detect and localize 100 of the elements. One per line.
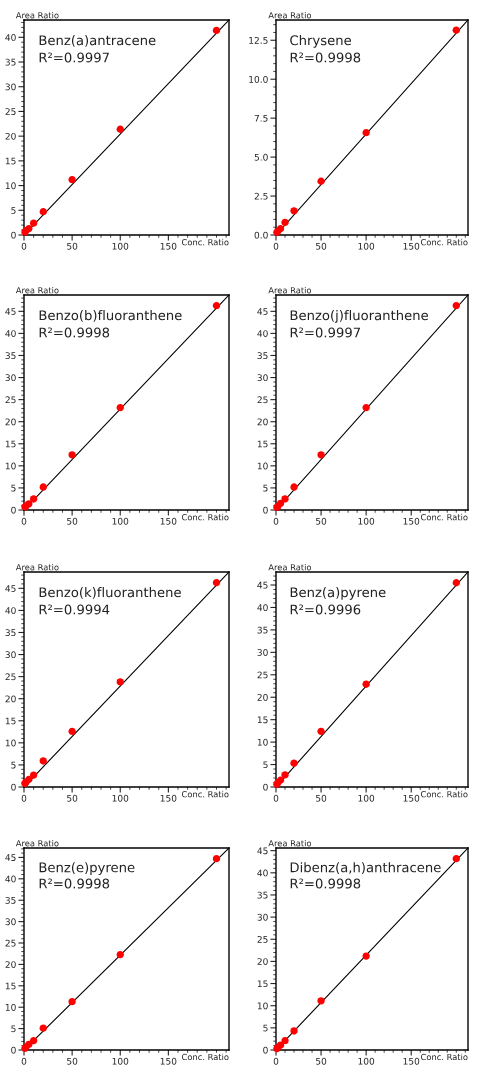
- x-tick-label: 0: [273, 794, 279, 802]
- y-axis-title: Area Ratio: [268, 286, 312, 294]
- y-tick-label: 0: [11, 1046, 16, 1054]
- y-axis-title: Area Ratio: [268, 563, 312, 571]
- point: [362, 403, 370, 412]
- point: [362, 680, 370, 688]
- annotation: R²=0.9998: [39, 327, 110, 338]
- point: [116, 125, 124, 133]
- x-tick-label: 100: [358, 242, 375, 250]
- y-tick-label: 5: [11, 1025, 16, 1033]
- y-tick-label: 0: [263, 783, 268, 791]
- x-tick-label: 150: [160, 794, 177, 802]
- x-axis-title: Conc. Ratio: [421, 790, 468, 798]
- x-tick-label: 150: [403, 1057, 420, 1065]
- y-tick-label: 5.0: [254, 153, 268, 161]
- point: [212, 26, 221, 35]
- point: [281, 1037, 289, 1045]
- x-tick-label: 0: [273, 242, 279, 250]
- point: [317, 997, 325, 1005]
- annotation: Benz(a)antracene: [39, 35, 156, 47]
- point: [317, 177, 325, 185]
- y-tick-label: 5: [263, 761, 268, 769]
- y-tick-label: 25: [5, 108, 16, 115]
- y-tick-label: 25: [5, 939, 16, 947]
- y-tick-label: 0: [11, 783, 16, 791]
- y-tick-label: 5: [263, 484, 268, 492]
- y-axis-title: Area Ratio: [15, 839, 59, 847]
- point: [29, 1036, 38, 1045]
- x-tick-label: 50: [67, 1057, 78, 1065]
- annotation: Benzo(k)fluoranthene: [39, 587, 181, 599]
- point: [212, 301, 221, 310]
- y-tick-label: 0: [263, 1046, 268, 1054]
- y-tick-label: 10: [5, 739, 16, 747]
- x-tick-label: 150: [403, 794, 420, 802]
- x-tick-label: 0: [21, 1057, 27, 1065]
- y-axis-title: Area Ratio: [268, 839, 312, 847]
- y-tick-label: 5: [11, 761, 16, 769]
- y-axis-title: Area Ratio: [15, 11, 59, 19]
- x-tick-label: 50: [316, 794, 327, 802]
- y-tick-label: 40: [257, 869, 268, 877]
- x-tick-label: 100: [358, 794, 375, 802]
- y-tick-label: 45: [5, 585, 16, 592]
- annotation: R²=0.9998: [39, 878, 110, 889]
- point: [68, 451, 76, 459]
- x-tick-label: 0: [21, 242, 27, 250]
- y-tick-label: 5: [11, 484, 16, 492]
- y-tick-label: 15: [257, 716, 268, 724]
- point: [68, 997, 76, 1006]
- y-tick-label: 15: [5, 982, 16, 990]
- y-tick-label: 10: [257, 738, 268, 746]
- point: [39, 208, 47, 216]
- point: [116, 678, 124, 686]
- x-tick-label: 100: [358, 517, 375, 525]
- y-tick-label: 25: [257, 671, 268, 679]
- point: [212, 578, 221, 587]
- y-tick-label: 10: [257, 462, 268, 470]
- point: [290, 759, 298, 767]
- point: [452, 301, 460, 310]
- annotation: Benzo(j)fluoranthene: [290, 310, 428, 323]
- y-tick-label: 45: [257, 581, 268, 589]
- y-tick-label: 15: [5, 440, 16, 448]
- point: [290, 483, 298, 491]
- y-tick-label: 5: [263, 1024, 268, 1032]
- x-axis-title: Conc. Ratio: [421, 1053, 468, 1061]
- point: [116, 950, 124, 959]
- point: [317, 727, 325, 736]
- annotation: R²=0.9996: [290, 604, 361, 615]
- x-tick-label: 50: [67, 242, 78, 250]
- annotation: Chrysene: [290, 35, 352, 48]
- y-tick-label: 35: [257, 352, 268, 360]
- point: [39, 757, 47, 765]
- x-tick-label: 50: [67, 517, 78, 525]
- y-tick-label: 0: [11, 231, 16, 239]
- x-tick-label: 100: [112, 794, 129, 802]
- y-tick-label: 25: [257, 935, 268, 943]
- point: [317, 451, 325, 459]
- annotation: Benzo(b)fluoranthene: [39, 310, 182, 322]
- y-tick-label: 30: [5, 374, 16, 382]
- x-tick-label: 0: [21, 517, 27, 525]
- annotation: R²=0.9998: [290, 52, 361, 63]
- y-tick-label: 10: [5, 462, 16, 470]
- y-tick-label: 25: [257, 396, 268, 404]
- y-tick-label: 20: [257, 418, 268, 426]
- y-tick-label: 40: [5, 330, 16, 337]
- annotation: R²=0.9994: [39, 604, 110, 615]
- y-tick-label: 30: [257, 913, 268, 921]
- x-tick-label: 150: [160, 242, 177, 250]
- y-tick-label: 15: [257, 980, 268, 988]
- y-tick-label: 20: [5, 961, 16, 968]
- x-tick-label: 100: [112, 1057, 129, 1065]
- point: [362, 952, 370, 960]
- y-tick-label: 35: [5, 58, 16, 66]
- y-tick-label: 40: [257, 604, 268, 612]
- x-tick-label: 100: [112, 242, 129, 250]
- annotation: Benz(a)pyrene: [290, 587, 386, 600]
- point: [452, 854, 460, 863]
- x-axis-title: Conc. Ratio: [182, 513, 229, 521]
- x-tick-label: 50: [67, 794, 78, 802]
- x-tick-label: 50: [316, 242, 327, 250]
- point: [29, 771, 38, 779]
